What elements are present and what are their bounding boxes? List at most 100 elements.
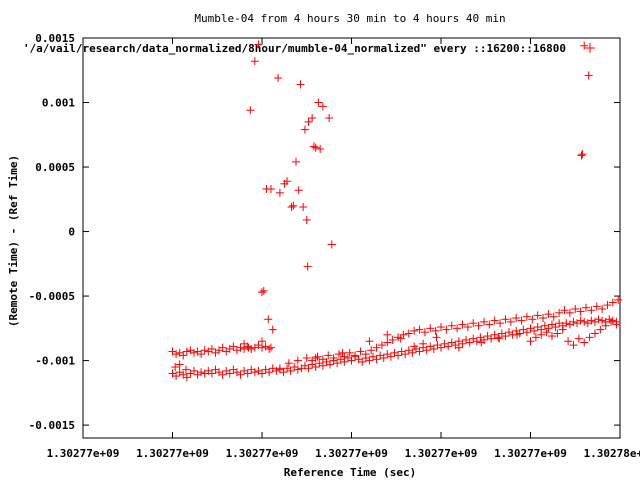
data-point — [564, 337, 573, 346]
x-tick-label: 1.30277e+09 — [136, 447, 209, 460]
data-point — [189, 348, 198, 357]
data-point — [383, 338, 392, 347]
data-point — [474, 321, 483, 330]
data-point — [594, 315, 603, 324]
data-point — [512, 314, 521, 322]
data-point — [551, 323, 560, 332]
data-point — [302, 354, 311, 362]
data-point — [286, 366, 295, 375]
data-point — [576, 307, 585, 316]
data-point — [268, 325, 277, 334]
y-tick-label: -0.0015 — [29, 419, 75, 432]
data-point — [614, 295, 623, 304]
data-point — [590, 329, 599, 338]
data-point — [250, 57, 259, 66]
data-point — [415, 347, 424, 356]
data-point — [329, 354, 338, 362]
data-point — [250, 368, 259, 377]
data-point — [485, 320, 494, 329]
data-point — [581, 303, 590, 312]
plot-frame — [82, 37, 621, 439]
data-point — [501, 315, 510, 324]
data-point — [304, 364, 313, 373]
data-point — [544, 310, 553, 319]
data-point — [316, 144, 325, 153]
data-point — [289, 201, 298, 210]
data-point — [189, 366, 198, 375]
data-point — [494, 333, 503, 342]
data-point — [218, 343, 227, 352]
data-point — [324, 351, 333, 360]
y-axis-ticks: 0.0015 0.001 0.0005 0 -0.0005 -0.001 -0.0015 — [29, 32, 620, 432]
data-point — [181, 365, 190, 374]
data-point — [495, 334, 504, 343]
data-point — [453, 324, 462, 333]
data-point — [172, 350, 181, 359]
data-point — [386, 352, 395, 361]
data-point — [351, 351, 360, 360]
data-point — [531, 333, 540, 342]
data-point — [585, 333, 594, 342]
data-point — [506, 317, 515, 326]
data-point — [388, 335, 397, 344]
data-point — [182, 373, 191, 382]
data-point — [608, 316, 617, 325]
data-point — [254, 40, 263, 49]
data-point — [338, 348, 347, 357]
data-point — [528, 315, 537, 324]
data-point — [296, 80, 305, 89]
data-point — [275, 364, 284, 373]
y-tick-label: 0.001 — [42, 97, 75, 110]
data-point — [598, 316, 607, 325]
data-point — [587, 306, 596, 315]
data-point — [569, 317, 578, 326]
data-point — [318, 102, 327, 111]
data-point — [182, 347, 191, 356]
data-point — [549, 312, 558, 321]
data-point — [560, 306, 569, 315]
data-point — [358, 357, 367, 366]
data-point — [243, 369, 252, 378]
data-point — [420, 328, 429, 337]
data-point — [584, 71, 593, 80]
data-point — [229, 342, 238, 351]
y-tick-label: -0.0005 — [29, 290, 75, 303]
data-point — [333, 359, 342, 368]
data-point — [596, 325, 605, 334]
data-point — [171, 363, 180, 372]
data-point — [244, 343, 253, 352]
data-point — [565, 308, 574, 317]
legend: '/a/vail/research/data_normalized/8hour/… — [23, 42, 595, 55]
data-point — [218, 370, 227, 379]
data-point — [419, 339, 428, 348]
data-point — [309, 142, 318, 151]
x-tick-label: 1.30278e+09 — [584, 447, 640, 460]
data-point — [197, 350, 206, 359]
data-point — [308, 114, 317, 122]
chart-title: Mumble-04 from 4 hours 30 min to 4 hours… — [194, 12, 505, 25]
data-point — [496, 319, 505, 328]
data-point — [283, 177, 292, 186]
data-point — [522, 312, 531, 321]
data-point — [437, 343, 445, 352]
data-point — [314, 98, 323, 107]
data-point — [404, 329, 413, 338]
data-point — [598, 304, 607, 313]
data-point — [479, 317, 488, 326]
data-point — [372, 343, 381, 352]
data-point — [569, 341, 578, 350]
y-tick-label: 0.0005 — [35, 161, 75, 174]
data-point — [526, 337, 535, 346]
data-point — [340, 352, 349, 361]
data-point — [465, 338, 474, 347]
data-point — [293, 365, 302, 374]
data-point — [612, 320, 621, 329]
data-point — [444, 342, 453, 351]
data-point — [294, 186, 303, 195]
data-point — [327, 240, 336, 249]
data-point — [264, 315, 273, 324]
y-axis-label: (Remote Time) - (Ref Time) — [7, 155, 20, 327]
x-axis-ticks: 1.30277e+09 1.30277e+09 1.30277e+09 1.30277… — [47, 38, 640, 460]
x-tick-label: 1.30277e+09 — [494, 447, 567, 460]
